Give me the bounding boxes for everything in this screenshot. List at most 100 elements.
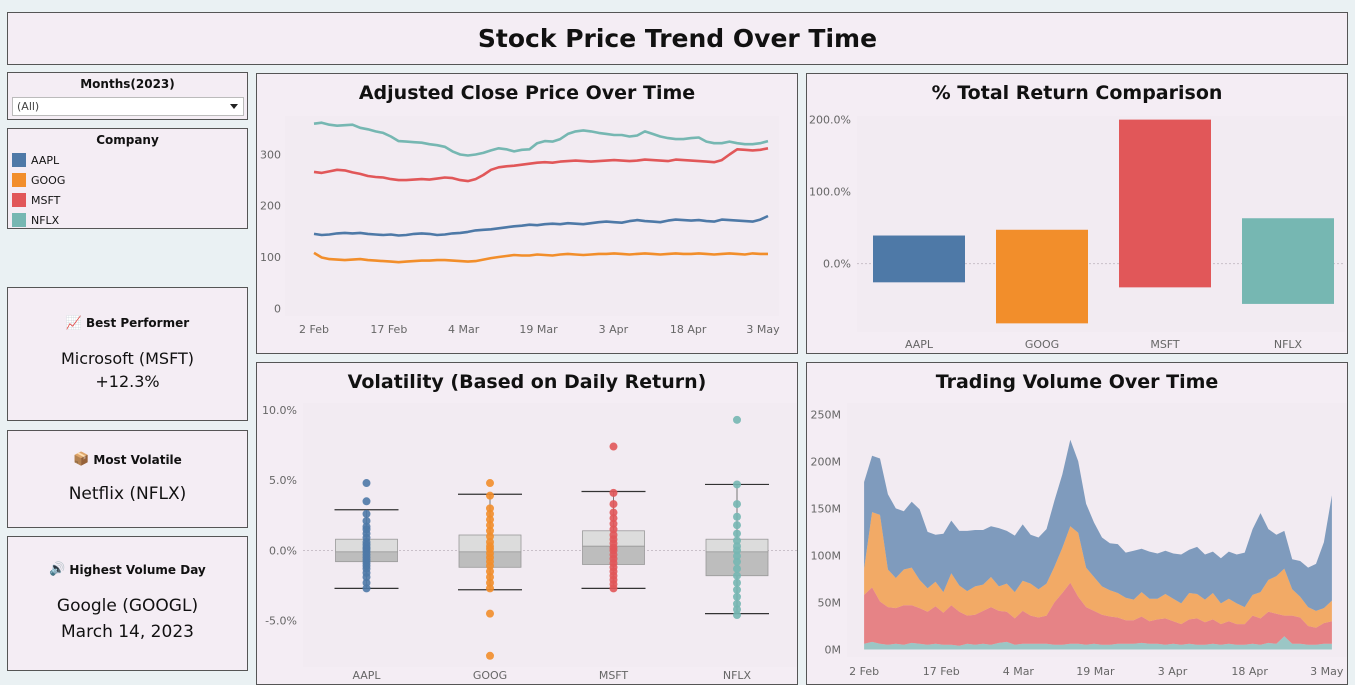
data-point	[362, 573, 371, 582]
data-point	[609, 500, 618, 509]
price-chart-panel: Adjusted Close Price Over Time 0 100 200 30…	[256, 73, 798, 354]
y-tick-label: 250M	[811, 408, 842, 421]
x-tick-label: NFLX	[723, 669, 752, 682]
legend-swatch	[12, 213, 26, 227]
data-point	[733, 557, 741, 566]
data-point	[486, 609, 494, 618]
data-point	[486, 584, 494, 593]
plot-area	[303, 403, 797, 667]
x-tick-label: 2 Feb	[299, 323, 329, 336]
series-line-msft	[313, 147, 769, 183]
legend-item-goog[interactable]: GOOG	[8, 170, 247, 190]
data-point	[486, 515, 494, 524]
legend-item-aapl[interactable]: AAPL	[8, 150, 247, 170]
x-tick-label: 17 Feb	[370, 323, 407, 336]
x-tick-label: 2 Feb	[849, 665, 879, 678]
legend-label: MSFT	[31, 193, 61, 207]
legend-item-msft[interactable]: MSFT	[8, 190, 247, 210]
data-point	[362, 578, 371, 587]
volatility-chart: 10.0% 5.0% 0.0% -5.0% AAPL GOOG MSFT NFLX	[262, 403, 797, 682]
x-tick-label: AAPL	[352, 669, 381, 682]
months-filter-label: Months(2023)	[80, 77, 175, 91]
data-point	[733, 571, 741, 580]
volatility-chart-title: Volatility (Based on Daily Return)	[347, 371, 707, 393]
legend-swatch	[12, 193, 26, 207]
speaker-icon: 🔊	[49, 562, 66, 577]
legend-label: AAPL	[31, 153, 60, 167]
x-tick-label: 3 Apr	[1158, 665, 1188, 678]
data-point	[733, 415, 741, 424]
y-tick-label: 200.0%	[809, 114, 851, 127]
box-goog	[458, 479, 522, 660]
data-point	[486, 573, 494, 582]
area-nflx	[864, 636, 1332, 650]
company-legend: Company AAPL GOOG MSFT NFLX	[7, 128, 248, 229]
y-tick-label: 0.0%	[269, 544, 297, 557]
bar-goog	[996, 229, 1088, 324]
legend-item-nflx[interactable]: NFLX	[8, 210, 247, 230]
x-tick-label: MSFT	[1150, 338, 1180, 351]
y-tick-label: -5.0%	[265, 615, 297, 628]
data-point	[733, 552, 741, 561]
x-tick-label: 4 Mar	[448, 323, 480, 336]
data-point	[362, 497, 371, 506]
series-line-aapl	[313, 214, 769, 237]
data-point	[733, 512, 741, 521]
months-dropdown-value: (All)	[17, 100, 40, 113]
data-point	[486, 509, 494, 518]
y-tick-label: 0.0%	[823, 258, 851, 271]
y-tick-label: 5.0%	[269, 474, 297, 487]
best-performer-return: +12.3%	[95, 371, 160, 391]
data-point	[486, 561, 494, 570]
volatility-chart-panel: Volatility (Based on Daily Return) 10.0%…	[256, 362, 798, 685]
x-tick-label: 3 May	[1310, 665, 1344, 678]
y-tick-label: 100.0%	[809, 186, 851, 199]
plot-area	[285, 116, 779, 316]
box-icon: 📦	[73, 452, 90, 467]
data-point	[362, 509, 371, 518]
data-point	[486, 521, 494, 530]
most-volatile-card: 📦 Most Volatile Netflix (NFLX)	[7, 430, 248, 528]
highest-volume-title-text: Highest Volume Day	[69, 562, 206, 577]
dashboard-title-panel: Stock Price Trend Over Time	[7, 12, 1348, 65]
legend-label: GOOG	[31, 173, 66, 187]
trading-chart: 250M 200M 150M 100M 50M 0M 2 Feb 17 Feb 4 Mar 19 …	[811, 403, 1347, 678]
data-point	[733, 521, 741, 530]
x-tick-label: 19 Mar	[1076, 665, 1115, 678]
y-tick-label: 0	[274, 302, 281, 315]
dashboard-title: Stock Price Trend Over Time	[477, 24, 878, 53]
data-point	[733, 546, 741, 555]
data-point	[733, 585, 741, 594]
highest-volume-title: 🔊 Highest Volume Day	[49, 562, 206, 577]
return-chart: 0.0% 100.0% 200.0% AAPL GOOG MSFT NFLX	[809, 114, 1345, 351]
most-volatile-company: Netflix (NFLX)	[68, 484, 187, 504]
highest-volume-company: Google (GOOGL)	[56, 596, 199, 616]
trading-chart-title: Trading Volume Over Time	[935, 371, 1219, 393]
x-tick-label: MSFT	[599, 669, 629, 682]
y-tick-label: 300	[260, 148, 281, 161]
x-tick-label: 17 Feb	[923, 665, 960, 678]
data-point	[609, 525, 618, 534]
y-tick-label: 200	[260, 200, 281, 213]
box-msft	[581, 442, 646, 593]
price-chart-title: Adjusted Close Price Over Time	[358, 82, 696, 104]
data-point	[486, 532, 494, 541]
data-point	[486, 504, 494, 513]
data-point	[362, 584, 371, 593]
return-chart-title: % Total Return Comparison	[931, 82, 1223, 104]
x-tick-label: 4 Mar	[1003, 665, 1035, 678]
box-aapl	[334, 479, 399, 593]
series-line-goog	[313, 251, 768, 264]
highest-volume-date: March 14, 2023	[61, 622, 194, 642]
x-tick-label: GOOG	[473, 669, 507, 682]
data-point	[609, 514, 618, 523]
data-point	[362, 516, 371, 525]
chevron-down-icon	[230, 104, 238, 109]
price-chart: 0 100 200 300 2 Feb 17 Feb 4 Mar 19 Mar 3 Apr 18 …	[260, 116, 780, 336]
data-point	[733, 529, 741, 538]
best-performer-title-text: Best Performer	[86, 316, 190, 330]
data-point	[733, 611, 741, 620]
months-dropdown[interactable]: (All)	[12, 97, 244, 116]
area-goog	[864, 512, 1332, 628]
x-tick-label: 18 Apr	[1231, 665, 1268, 678]
